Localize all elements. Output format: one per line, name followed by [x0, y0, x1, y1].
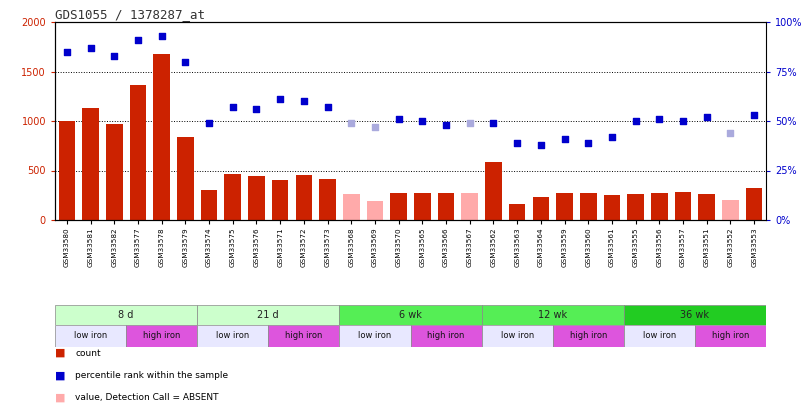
Bar — [59, 121, 75, 220]
Point — [748, 112, 761, 118]
Bar — [272, 180, 289, 220]
Text: high iron: high iron — [712, 332, 749, 341]
Bar — [556, 193, 573, 220]
Bar — [319, 179, 336, 220]
Bar — [624, 305, 766, 325]
Point — [724, 130, 737, 136]
Bar — [248, 176, 264, 220]
Bar — [197, 305, 339, 325]
Text: 12 wk: 12 wk — [538, 310, 567, 320]
Point — [108, 52, 121, 59]
Bar — [197, 325, 268, 347]
Bar — [604, 195, 621, 220]
Bar — [651, 193, 667, 220]
Bar — [153, 54, 170, 220]
Bar — [390, 193, 407, 220]
Point — [511, 140, 524, 146]
Point — [416, 118, 429, 124]
Point — [629, 118, 642, 124]
Text: low iron: low iron — [359, 332, 392, 341]
Bar — [482, 305, 624, 325]
Point — [131, 36, 144, 43]
Text: low iron: low iron — [642, 332, 676, 341]
Point — [84, 45, 97, 51]
Bar — [627, 194, 644, 220]
Bar — [130, 85, 146, 220]
Point — [368, 124, 381, 130]
Bar — [201, 190, 218, 220]
Bar — [533, 197, 549, 220]
Point — [226, 104, 239, 111]
Bar — [106, 124, 123, 220]
Text: high iron: high iron — [570, 332, 607, 341]
Text: ■: ■ — [55, 392, 65, 403]
Point — [393, 116, 405, 122]
Bar — [367, 201, 383, 220]
Text: 21 d: 21 d — [257, 310, 279, 320]
Point — [463, 120, 476, 126]
Point — [676, 118, 689, 124]
Text: high iron: high iron — [285, 332, 322, 341]
Bar — [339, 305, 482, 325]
Point — [156, 33, 168, 39]
Text: low iron: low iron — [216, 332, 249, 341]
Text: low iron: low iron — [74, 332, 107, 341]
Text: percentile rank within the sample: percentile rank within the sample — [75, 371, 228, 380]
Bar — [296, 175, 312, 220]
Text: GDS1055 / 1378287_at: GDS1055 / 1378287_at — [55, 8, 205, 21]
Point — [202, 120, 215, 126]
Bar — [675, 192, 692, 220]
Point — [297, 98, 310, 104]
Point — [179, 58, 192, 65]
Bar — [624, 325, 695, 347]
Bar — [410, 325, 482, 347]
Point — [582, 140, 595, 146]
Bar — [746, 188, 762, 220]
Bar — [438, 193, 455, 220]
Bar — [339, 325, 410, 347]
Point — [487, 120, 500, 126]
Point — [558, 136, 571, 142]
Bar — [509, 204, 526, 220]
Text: ■: ■ — [55, 348, 65, 358]
Point — [60, 49, 73, 55]
Point — [534, 141, 547, 148]
Bar — [414, 193, 430, 220]
Text: low iron: low iron — [501, 332, 534, 341]
Point — [274, 96, 287, 102]
Point — [700, 114, 713, 120]
Point — [605, 134, 618, 140]
Point — [321, 104, 334, 111]
Text: count: count — [75, 349, 101, 358]
Text: 36 wk: 36 wk — [680, 310, 709, 320]
Text: 6 wk: 6 wk — [399, 310, 422, 320]
Bar — [695, 325, 766, 347]
Bar — [55, 305, 197, 325]
Bar — [343, 194, 359, 220]
Text: high iron: high iron — [427, 332, 465, 341]
Bar — [224, 175, 241, 220]
Point — [653, 116, 666, 122]
Bar — [462, 193, 478, 220]
Text: 8 d: 8 d — [118, 310, 134, 320]
Bar — [177, 137, 193, 220]
Bar — [126, 325, 197, 347]
Bar — [722, 200, 739, 220]
Bar — [580, 193, 596, 220]
Text: ■: ■ — [55, 370, 65, 380]
Point — [439, 122, 452, 128]
Bar — [55, 325, 126, 347]
Bar — [482, 325, 553, 347]
Point — [345, 120, 358, 126]
Text: value, Detection Call = ABSENT: value, Detection Call = ABSENT — [75, 393, 218, 402]
Text: high iron: high iron — [143, 332, 181, 341]
Bar — [553, 325, 624, 347]
Bar — [268, 325, 339, 347]
Point — [250, 106, 263, 112]
Bar — [485, 162, 502, 220]
Bar — [82, 108, 99, 220]
Bar — [699, 194, 715, 220]
